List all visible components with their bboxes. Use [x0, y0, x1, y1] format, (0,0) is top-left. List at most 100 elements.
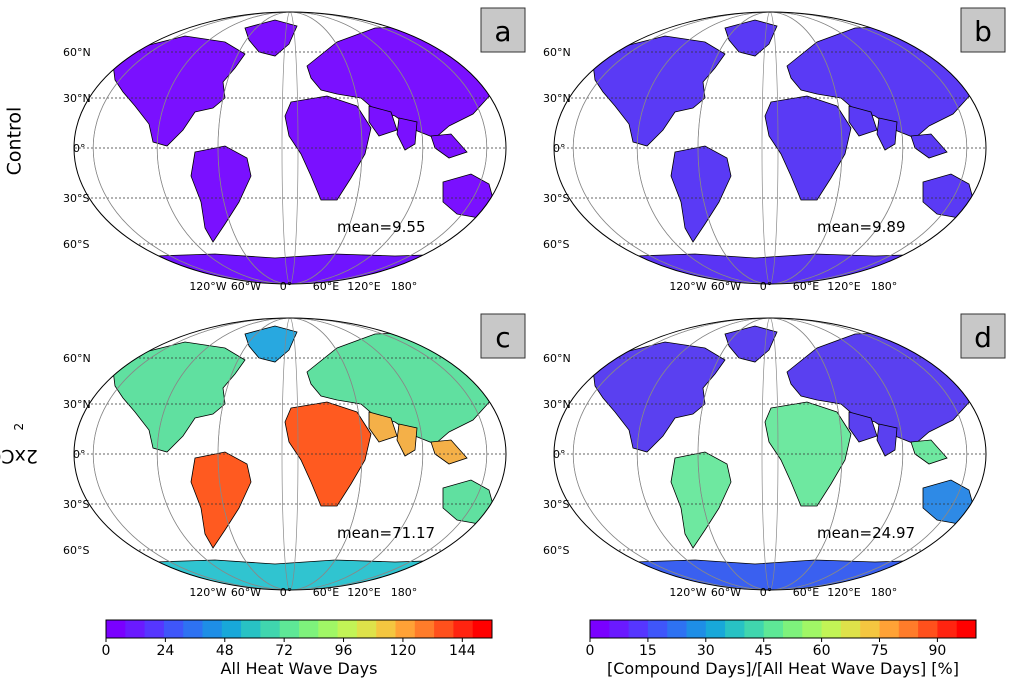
latitude-label: 0° [73, 448, 86, 461]
row-label-control: Control [3, 106, 26, 176]
longitude-label: 180° [871, 586, 898, 599]
colorbar-swatch [356, 620, 377, 638]
latitude-label: 60°N [543, 352, 571, 365]
landmass-greenland [244, 19, 298, 57]
latitude-label: 60°S [63, 238, 89, 251]
map-panel-b: 60°N 30°N 0° 30°S 60°S 120°W 60°W 0° 60°E 120°E 18… [543, 7, 1006, 293]
colorbar-swatch [763, 620, 784, 638]
longitude-line [761, 12, 779, 284]
colorbar-swatch [783, 620, 803, 638]
colorbar-swatch [434, 620, 454, 638]
longitude-label: 60°E [793, 586, 819, 599]
longitude-label: 60°W [231, 586, 261, 599]
colorbar-swatch [898, 620, 919, 638]
latitude-label: 30°S [63, 498, 89, 511]
longitude-label: 120°E [347, 586, 380, 599]
longitude-line [697, 12, 843, 284]
longitude-line [92, 12, 488, 284]
landmass-seasia [430, 439, 468, 465]
longitude-line [636, 12, 904, 284]
landmass-seasia [910, 439, 948, 465]
longitude-label: 180° [871, 280, 898, 293]
colorbar-swatch [318, 620, 339, 638]
colorbar-swatch [183, 620, 203, 638]
longitude-line [572, 12, 968, 284]
map-outline [553, 11, 987, 285]
colorbar-swatch [956, 620, 977, 638]
longitude-label: 60°E [313, 280, 339, 293]
longitude-label: 120°W [669, 280, 706, 293]
longitude-label: 120°W [669, 586, 706, 599]
colorbar-swatch [472, 620, 493, 638]
latitude-label: 60°N [543, 46, 571, 59]
colorbar-0: 0 24 48 72 96 120 144 All Heat Wave Days [102, 619, 493, 678]
longitude-label: 120°W [189, 280, 226, 293]
panel-letter-box [960, 313, 1006, 359]
colorbar-1: 0 15 30 45 60 75 90[Compound Days]/[All Heat W… [586, 619, 977, 678]
colorbar-tick-label: 48 [216, 643, 234, 659]
landmass-samerica [670, 145, 732, 243]
latitude-label: 30°S [543, 192, 569, 205]
colorbar-swatch [647, 620, 668, 638]
longitude-label: 180° [391, 586, 418, 599]
colorbar-swatch [125, 620, 146, 638]
colorbar-swatch [260, 620, 281, 638]
longitude-line [572, 318, 968, 590]
longitude-label: 180° [391, 280, 418, 293]
colorbar-tick-label: 144 [449, 643, 476, 659]
colorbar-swatch [163, 620, 184, 638]
latitude-label: 30°N [543, 92, 571, 105]
colorbar-swatch [918, 620, 938, 638]
longitude-label: 60°W [711, 586, 741, 599]
map-panel-a: 60°N 30°N 0° 30°S 60°S 120°W 60°W 0° 60°E 120°E 18… [63, 7, 526, 293]
colorbar-swatch [686, 620, 707, 638]
latitude-label: 30°S [63, 192, 89, 205]
mean-value-label: mean=71.17 [337, 524, 435, 542]
landmass-seasia [430, 133, 468, 159]
colorbar-swatch [241, 620, 261, 638]
colorbar-swatch [725, 620, 745, 638]
longitude-label: 60°W [231, 280, 261, 293]
colorbar-swatch [202, 620, 223, 638]
panel-letter: a [494, 15, 511, 48]
longitude-label: 60°W [711, 280, 741, 293]
landmass-arabia [848, 411, 878, 443]
colorbar-tick-label: 0 [586, 643, 595, 659]
longitude-line [92, 318, 488, 590]
colorbar-swatch [106, 620, 126, 638]
colorbar-swatch [879, 620, 900, 638]
landmass-namerica [592, 35, 726, 147]
landmass-namerica [112, 35, 246, 147]
longitude-label: 120°E [347, 280, 380, 293]
latitude-label: 60°S [543, 544, 569, 557]
colorbar-tick-label: 90 [928, 643, 946, 659]
colorbar-tick-label: 24 [156, 643, 174, 659]
landmass-seasia [910, 133, 948, 159]
landmass-arabia [848, 105, 878, 137]
landmass-india [396, 117, 418, 151]
longitude-line [217, 12, 363, 284]
panel-letter: b [974, 15, 992, 48]
latitude-label: 0° [553, 448, 566, 461]
mean-value-label: mean=9.89 [817, 218, 906, 236]
colorbar-swatch [705, 620, 726, 638]
colorbar-swatch [337, 620, 358, 638]
longitude-line [636, 318, 904, 590]
landmass-samerica [190, 145, 252, 243]
colorbar-tick-label: 72 [275, 643, 293, 659]
colorbar-swatch [376, 620, 396, 638]
colorbar-swatch [453, 620, 474, 638]
colorbar-tick-label: 96 [335, 643, 353, 659]
landmass-samerica [670, 451, 732, 549]
panel-letter: c [495, 321, 510, 354]
latitude-label: 60°N [63, 352, 91, 365]
map-outline [73, 11, 507, 285]
latitude-label: 60°S [63, 544, 89, 557]
latitude-label: 30°N [63, 92, 91, 105]
longitude-line [156, 12, 424, 284]
row-label-2xco2: 2xCO2 [0, 422, 38, 468]
longitude-line [156, 318, 424, 590]
longitude-label: 120°E [827, 280, 860, 293]
landmass-namerica [592, 341, 726, 453]
colorbar-tick-label: 45 [755, 643, 773, 659]
